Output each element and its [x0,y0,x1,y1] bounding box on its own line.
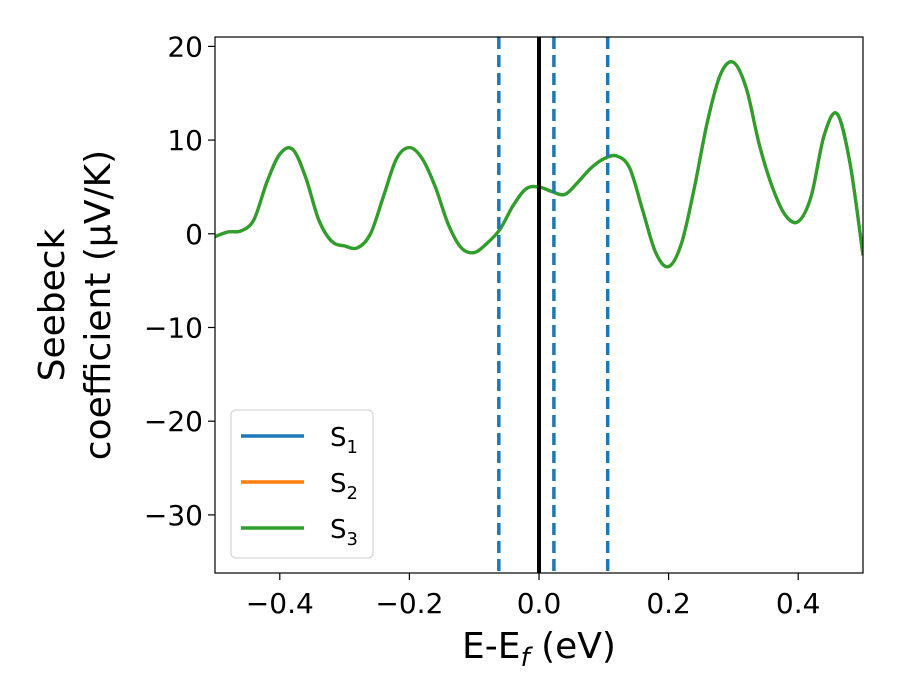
y-axis: 20 10 0 −10 −20 −30 [144,30,215,532]
y-tick-label: −30 [144,499,203,532]
y-tick-label: 0 [185,218,203,251]
y-axis-title-line2: coefficient (μV/K) [78,150,119,460]
x-tick-label: −0.2 [375,587,443,620]
y-axis-title: Seebeck coefficient (μV/K) [32,150,119,460]
legend-box [230,409,374,559]
y-axis-title-line1: Seebeck [32,228,73,381]
y-tick-label: 10 [167,124,203,157]
plot-area [215,37,863,573]
y-tick-label: −20 [144,405,203,438]
x-axis-title: E-Ef (eV) [462,626,616,673]
legend-label-s2: S2 [330,469,358,504]
x-tick-label: 0.0 [517,587,562,620]
legend-label-s1: S1 [330,423,358,458]
legend: S1 S2 S3 [230,409,374,559]
x-tick-label: 0.4 [776,587,821,620]
y-tick-label: 20 [167,30,203,63]
x-tick-label: −0.4 [246,587,314,620]
x-axis: −0.4 −0.2 0.0 0.2 0.4 [246,573,821,620]
x-tick-label: 0.2 [646,587,691,620]
y-tick-label: −10 [144,311,203,344]
legend-label-s3: S3 [330,515,358,550]
